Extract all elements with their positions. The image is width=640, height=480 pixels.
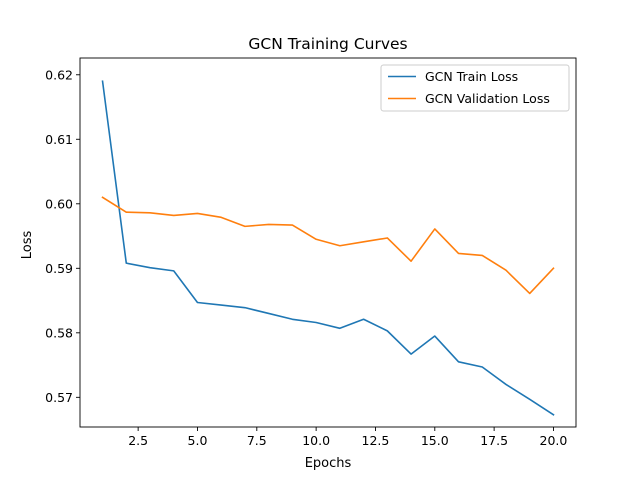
legend: GCN Train Loss GCN Validation Loss — [380, 64, 570, 112]
legend-box — [380, 64, 570, 112]
chart-title: GCN Training Curves — [248, 35, 407, 53]
x-tick-label: 20.0 — [540, 433, 568, 448]
x-tick-label: 17.5 — [480, 433, 508, 448]
y-tick-label: 0.60 — [45, 196, 73, 211]
y-tick-label: 0.62 — [45, 67, 73, 82]
y-tick-label: 0.59 — [45, 261, 73, 276]
series-line-validation-loss — [101, 196, 555, 295]
x-tick-label: 12.5 — [362, 433, 390, 448]
axes-frame — [79, 57, 577, 428]
x-axis-title: Epochs — [305, 456, 352, 471]
x-tick-label: 2.5 — [128, 433, 148, 448]
legend-label: GCN Train Loss — [425, 69, 518, 84]
y-axis-title: Loss — [20, 231, 35, 260]
y-tick-label: 0.57 — [45, 390, 73, 405]
y-tick-label: 0.61 — [45, 132, 73, 147]
y-tick-label: 0.58 — [45, 325, 73, 340]
series-line-train-loss — [101, 80, 555, 416]
plot-area: 2.5 5.0 7.5 10.0 12.5 15.0 17.5 20.0 0.57 0.58 0.5… — [45, 57, 577, 448]
x-tick-label: 5.0 — [188, 433, 208, 448]
x-tick-label: 7.5 — [247, 433, 267, 448]
legend-label: GCN Validation Loss — [425, 91, 550, 106]
x-tick-label: 15.0 — [421, 433, 449, 448]
x-tick-label: 10.0 — [302, 433, 330, 448]
